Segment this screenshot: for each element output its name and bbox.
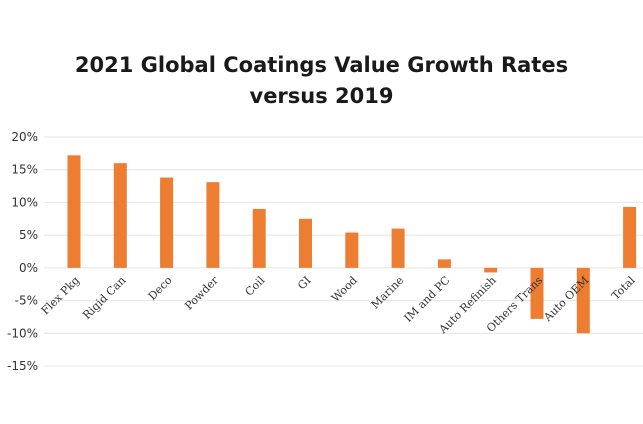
chart-title: 2021 Global Coatings Value Growth Rates [74,53,569,77]
bar [437,259,451,268]
bar [391,228,405,268]
x-tick-label: Total [609,273,638,302]
y-tick-label: -5% [15,294,38,308]
x-tick-label: Flex Pkg [39,274,82,317]
bar [67,155,81,268]
y-tick-label: -15% [7,359,38,373]
y-tick-label: 5% [19,228,38,242]
bar [576,267,590,334]
x-tick-label: Rigid Can [80,274,128,322]
x-tick-label: Marine [369,274,407,312]
chart-subtitle: versus 2019 [249,84,394,108]
y-tick-label: 15% [11,163,38,177]
x-tick-label: Coil [243,273,268,298]
bar [530,267,544,319]
bar [206,182,220,268]
bar [623,207,637,268]
x-tick-label: GI [295,274,313,292]
bar [299,218,312,268]
x-tick-label: Powder [182,273,221,312]
bar [160,177,174,268]
bar [484,267,498,273]
bar [113,163,127,268]
y-tick-label: -10% [7,326,38,340]
y-tick-label: 20% [11,130,38,144]
y-tick-label: 10% [11,195,38,209]
bar [252,208,266,268]
bar [345,232,359,268]
x-tick-label: Deco [146,274,175,303]
x-tick-label: IM and PC [402,274,453,325]
y-tick-label: 0% [19,261,38,275]
